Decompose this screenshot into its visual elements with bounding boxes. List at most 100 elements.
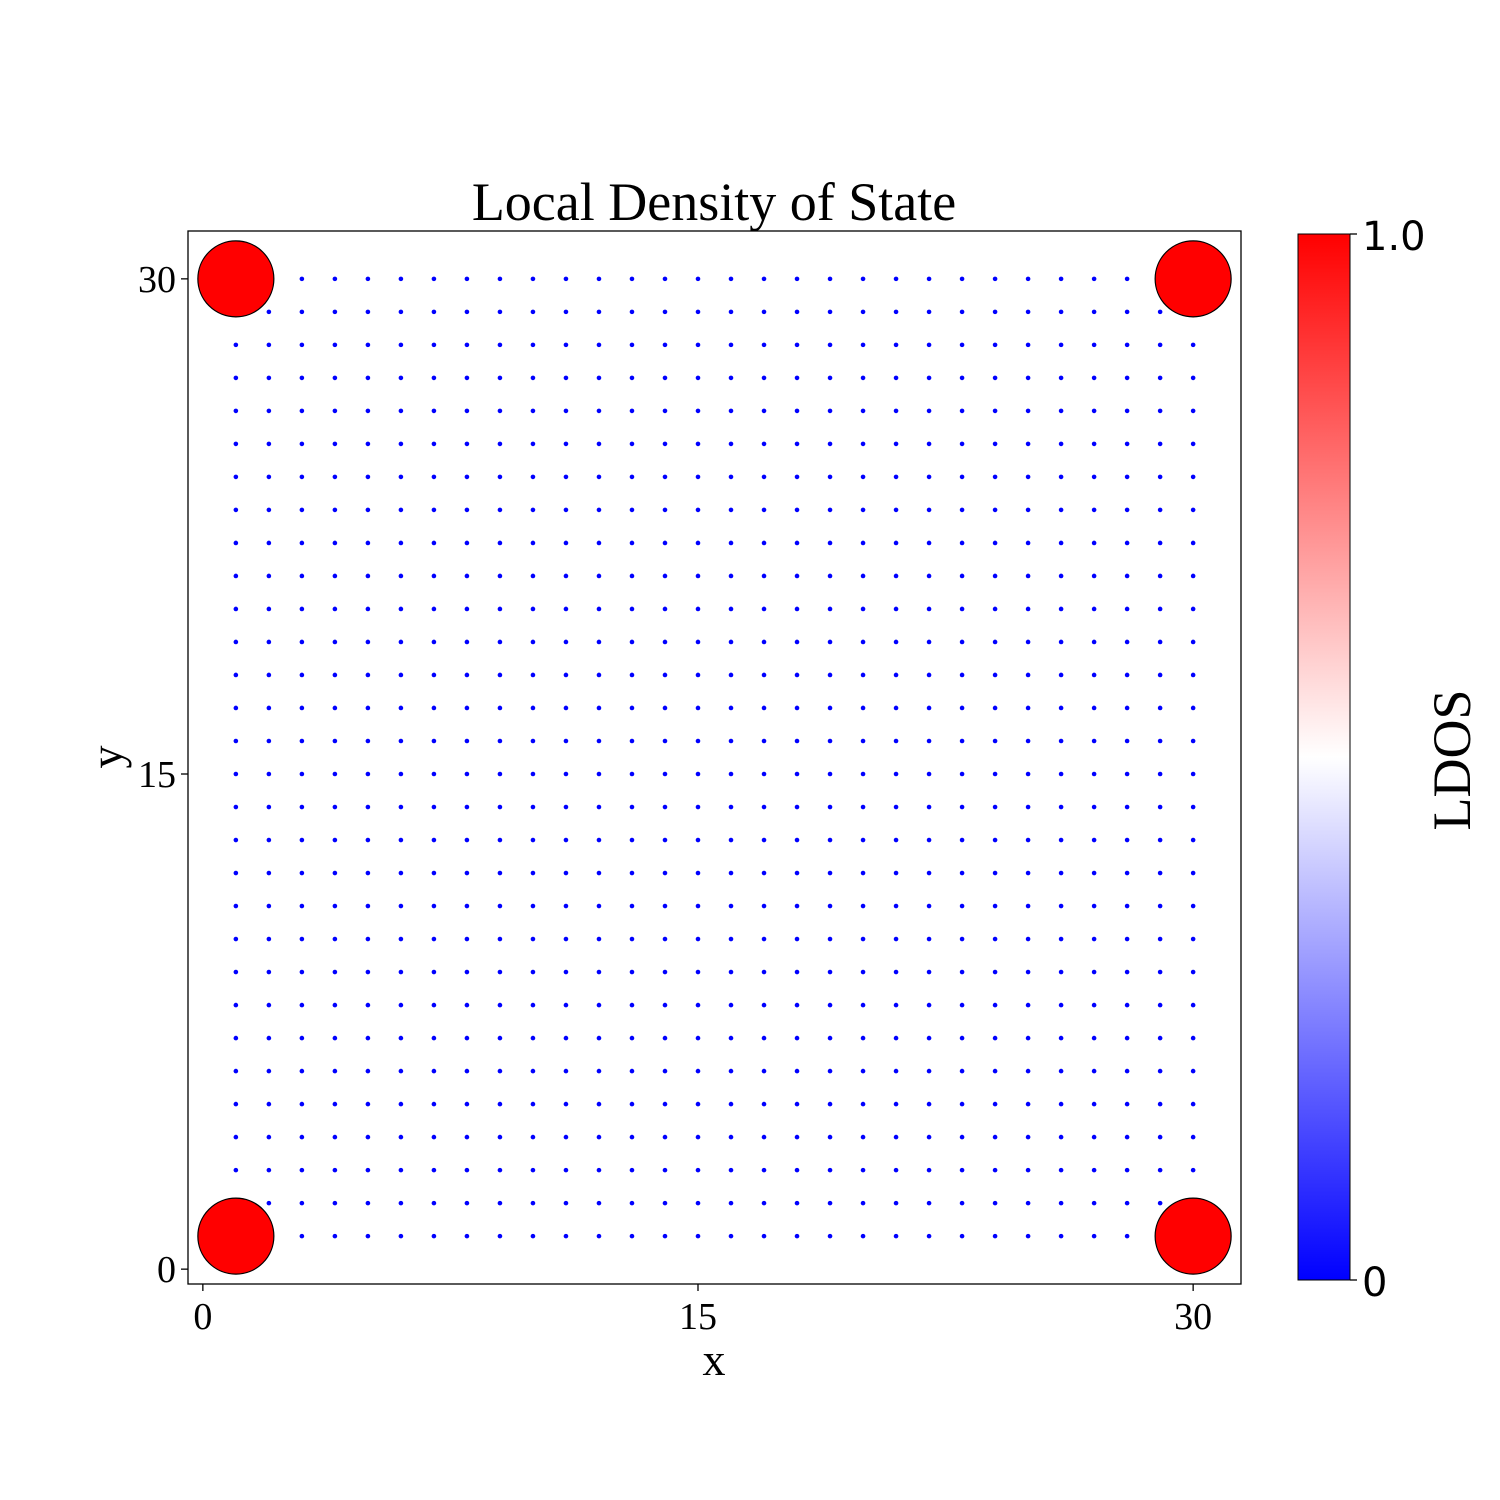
lattice-point (1025, 837, 1031, 843)
lattice-point (431, 1134, 437, 1140)
lattice-point (464, 474, 470, 480)
lattice-point (266, 1002, 272, 1008)
lattice-point (398, 276, 404, 282)
lattice-point (728, 606, 734, 612)
lattice-point (233, 903, 239, 909)
lattice-point (398, 1035, 404, 1041)
lattice-point (530, 1101, 536, 1107)
lattice-point (332, 969, 338, 975)
lattice-point (794, 870, 800, 876)
lattice-point (464, 375, 470, 381)
lattice-point (266, 705, 272, 711)
lattice-point (992, 441, 998, 447)
lattice-point (332, 1068, 338, 1074)
lattice-point (497, 309, 503, 315)
lattice-point (464, 342, 470, 348)
lattice-point (992, 375, 998, 381)
lattice-point (464, 507, 470, 513)
lattice-point (497, 936, 503, 942)
lattice-point (1058, 276, 1064, 282)
lattice-point (695, 1101, 701, 1107)
lattice-point (959, 1101, 965, 1107)
lattice-point (1091, 1134, 1097, 1140)
lattice-point (1124, 936, 1130, 942)
lattice-point (431, 573, 437, 579)
lattice-point (398, 771, 404, 777)
lattice-point (464, 837, 470, 843)
lattice-point (299, 1233, 305, 1239)
lattice-point (629, 474, 635, 480)
lattice-point (563, 507, 569, 513)
y-tick-label: 0 (157, 1249, 176, 1291)
lattice-point (332, 1134, 338, 1140)
lattice-point (1157, 1167, 1163, 1173)
lattice-point (1025, 804, 1031, 810)
high-ldos-point (1154, 1197, 1232, 1275)
lattice-point (629, 837, 635, 843)
lattice-point (431, 540, 437, 546)
lattice-point (365, 705, 371, 711)
lattice-point (629, 1200, 635, 1206)
lattice-point (893, 672, 899, 678)
lattice-point (530, 507, 536, 513)
lattice-point (332, 441, 338, 447)
lattice-point (530, 738, 536, 744)
lattice-point (695, 276, 701, 282)
lattice-point (1025, 474, 1031, 480)
lattice-point (794, 804, 800, 810)
lattice-point (233, 573, 239, 579)
lattice-point (1025, 705, 1031, 711)
lattice-point (1025, 1101, 1031, 1107)
lattice-point (431, 903, 437, 909)
lattice-point (728, 276, 734, 282)
lattice-point (299, 771, 305, 777)
lattice-point (1157, 1002, 1163, 1008)
lattice-point (662, 837, 668, 843)
lattice-point (596, 837, 602, 843)
lattice-point (662, 903, 668, 909)
lattice-point (959, 507, 965, 513)
lattice-point (926, 1101, 932, 1107)
lattice-point (728, 1200, 734, 1206)
lattice-point (431, 375, 437, 381)
lattice-point (1157, 540, 1163, 546)
lattice-point (662, 573, 668, 579)
lattice-point (860, 474, 866, 480)
lattice-point (662, 705, 668, 711)
lattice-point (893, 1035, 899, 1041)
lattice-point (464, 705, 470, 711)
lattice-point (299, 1200, 305, 1206)
lattice-point (926, 441, 932, 447)
lattice-point (893, 408, 899, 414)
lattice-point (794, 1167, 800, 1173)
lattice-point (1190, 1101, 1196, 1107)
lattice-point (497, 1233, 503, 1239)
lattice-point (761, 573, 767, 579)
lattice-point (464, 903, 470, 909)
lattice-point (1091, 408, 1097, 414)
lattice-point (1124, 903, 1130, 909)
lattice-point (299, 936, 305, 942)
lattice-point (563, 705, 569, 711)
lattice-point (794, 672, 800, 678)
lattice-point (860, 309, 866, 315)
lattice-point (893, 837, 899, 843)
lattice-point (860, 573, 866, 579)
lattice-point (1124, 1134, 1130, 1140)
lattice-point (332, 1035, 338, 1041)
lattice-point (464, 309, 470, 315)
lattice-point (629, 375, 635, 381)
lattice-point (959, 738, 965, 744)
lattice-point (629, 639, 635, 645)
lattice-point (596, 804, 602, 810)
lattice-point (794, 441, 800, 447)
lattice-point (563, 309, 569, 315)
lattice-point (332, 804, 338, 810)
lattice-point (398, 705, 404, 711)
lattice-point (299, 705, 305, 711)
lattice-point (233, 375, 239, 381)
lattice-point (497, 738, 503, 744)
lattice-point (1025, 309, 1031, 315)
lattice-point (464, 408, 470, 414)
high-ldos-point (1154, 240, 1232, 318)
